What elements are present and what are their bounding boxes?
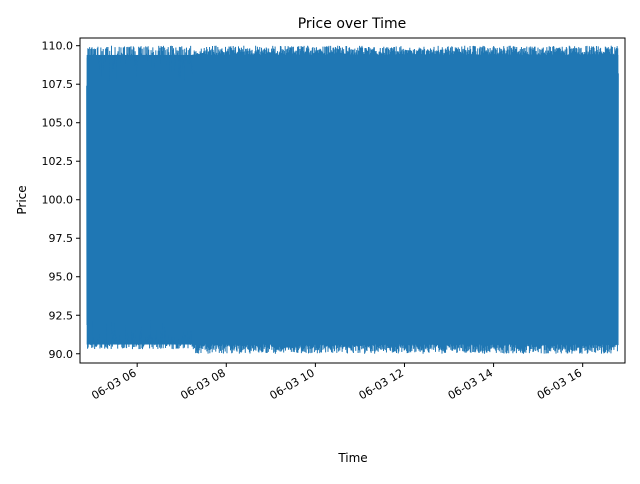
y-tick-label: 100.0 [42,194,74,207]
y-tick-label: 105.0 [42,117,74,130]
x-axis-label: Time [337,451,367,465]
y-tick-label: 97.5 [49,232,74,245]
chart-title: Price over Time [298,16,407,32]
y-tick-label: 107.5 [42,78,74,91]
y-tick-label: 110.0 [42,40,74,53]
axes-frame [79,37,626,364]
plot-content [86,45,619,354]
price-series-line [86,45,619,354]
y-axis-ticks: 90.0 92.5 95.0 97.5 100.0 102.5 105.0 107.5 110.… [42,40,80,361]
y-tick-label: 90.0 [49,348,74,361]
y-axis-label: Price [15,185,29,214]
y-tick-label: 92.5 [49,309,74,322]
y-tick-label: 95.0 [49,271,74,284]
y-tick-label: 102.5 [42,155,74,168]
